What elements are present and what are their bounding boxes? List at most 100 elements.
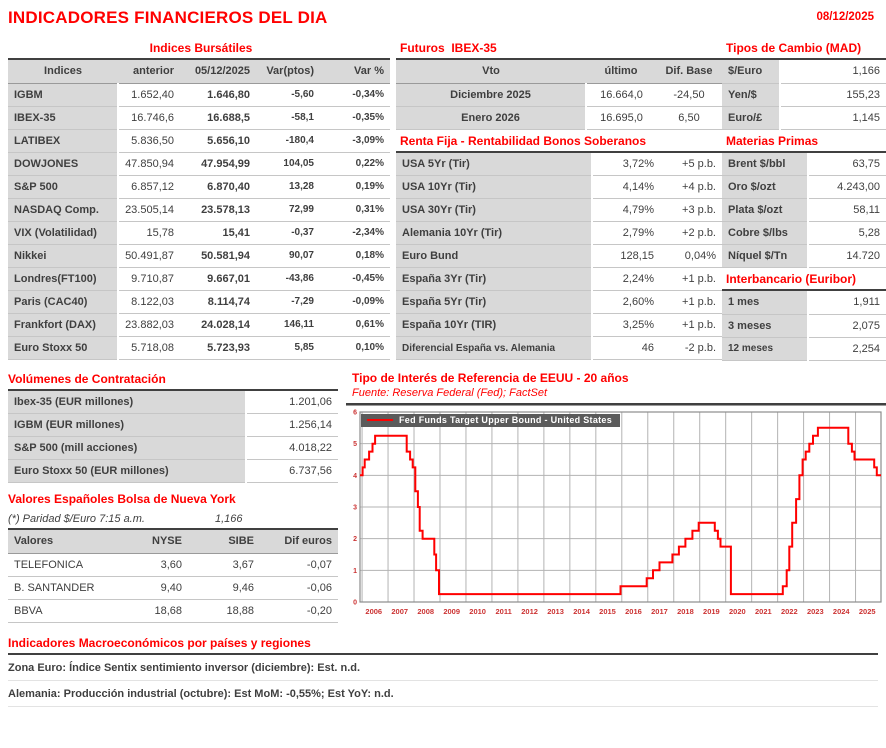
volumenes-section-title: Volúmenes de Contratación <box>8 371 338 391</box>
table-cell: 1,145 <box>780 106 886 130</box>
indices-table: Indices anterior 05/12/2025 Var(ptos) Va… <box>8 60 390 360</box>
table-row: Euro Stoxx 50 5.718,08 5.723,93 5,85 0,10% <box>8 336 390 360</box>
svg-text:2025: 2025 <box>859 607 876 616</box>
svg-text:2009: 2009 <box>443 607 460 616</box>
svg-text:1: 1 <box>353 567 357 574</box>
svg-text:2019: 2019 <box>703 607 720 616</box>
table-cell: Enero 2026 <box>396 106 587 130</box>
report-page: INDICADORES FINANCIEROS DEL DIA 08/12/20… <box>8 8 886 707</box>
svg-text:2012: 2012 <box>521 607 538 616</box>
column-header: 05/12/2025 <box>180 60 256 84</box>
materias-primas-section-title: Materias Primas <box>722 133 886 153</box>
indices-section-title: Indices Bursátiles <box>8 40 390 60</box>
table-cell: 6,50 <box>656 106 722 130</box>
right-column: Tipos de Cambio (MAD) $/Euro 1,166 Yen/$ 15… <box>722 40 886 361</box>
table-cell: 1.201,06 <box>246 390 338 414</box>
table-cell: 0,61% <box>320 313 390 337</box>
table-cell: 5.656,10 <box>180 129 256 153</box>
table-cell: 0,22% <box>320 152 390 176</box>
svg-text:5: 5 <box>353 441 357 448</box>
table-row: Londres(FT100) 9.710,87 9.667,01 -43,86 -0,4… <box>8 267 390 291</box>
table-cell: DOWJONES <box>8 152 119 176</box>
table-cell: IGBM <box>8 83 119 107</box>
table-cell: IGBM (EUR millones) <box>8 413 247 437</box>
table-cell: -3,09% <box>320 129 390 153</box>
table-row: Diciembre 2025 16.664,0 -24,50 <box>396 83 722 107</box>
svg-text:2007: 2007 <box>391 607 408 616</box>
svg-text:0: 0 <box>353 599 357 606</box>
materias-primas-table: Brent $/bbl 63,75 Oro $/ozt 4.243,00 Plata $… <box>722 152 886 268</box>
table-cell: 4,79% <box>592 198 660 222</box>
table-cell: -0,06 <box>260 576 338 600</box>
svg-text:2010: 2010 <box>469 607 486 616</box>
table-cell: 3,25% <box>592 313 660 337</box>
table-cell: TELEFONICA <box>8 553 116 577</box>
table-cell: 6.857,12 <box>118 175 180 199</box>
table-cell: Yen/$ <box>722 83 781 107</box>
top-row: Indices Bursátiles Indices anterior 05/1… <box>8 40 886 361</box>
table-row: España 5Yr (Tir) 2,60% +1 p.b. <box>396 290 722 314</box>
table-cell: 3 meses <box>722 314 809 338</box>
table-row: Euro/£ 1,145 <box>722 106 886 130</box>
volumenes-table: Ibex-35 (EUR millones) 1.201,06 IGBM (EUR … <box>8 390 338 483</box>
table-cell: 1,911 <box>808 291 886 315</box>
table-cell: 2,79% <box>592 221 660 245</box>
table-row: IGBM 1.652,40 1.646,80 -5,60 -0,34% <box>8 83 390 107</box>
svg-text:2015: 2015 <box>599 607 616 616</box>
fed-funds-chart: 0 1 2 3 4 5 6 2006 2007 2008 2009 2010 2011 2012 2013 2… <box>353 409 882 616</box>
table-cell: USA 10Yr (Tir) <box>396 175 593 199</box>
table-cell: 3,72% <box>592 152 660 176</box>
svg-text:2: 2 <box>353 536 357 543</box>
table-header-row: Indices anterior 05/12/2025 Var(ptos) Va… <box>8 60 390 84</box>
table-cell: 2,075 <box>808 314 886 338</box>
table-cell: 4.018,22 <box>246 436 338 460</box>
table-cell: -43,86 <box>256 267 320 291</box>
table-cell: 23.505,14 <box>118 198 180 222</box>
table-row: 3 meses 2,075 <box>722 314 886 338</box>
table-cell: 13,28 <box>256 175 320 199</box>
table-cell: -58,1 <box>256 106 320 130</box>
table-cell: Cobre $/lbs <box>722 221 809 245</box>
table-cell: 0,18% <box>320 244 390 268</box>
paridad-note: (*) Paridad $/Euro 7:15 a.m. 1,166 <box>8 509 338 530</box>
svg-text:2016: 2016 <box>625 607 642 616</box>
table-row: España 10Yr (TIR) 3,25% +1 p.b. <box>396 313 722 337</box>
table-row: 12 meses 2,254 <box>722 337 886 361</box>
table-cell: USA 30Yr (Tir) <box>396 198 593 222</box>
table-cell: 3,60 <box>116 553 188 577</box>
table-cell: Euro Stoxx 50 (EUR millones) <box>8 459 247 483</box>
report-date: 08/12/2025 <box>816 11 874 23</box>
table-cell: BBVA <box>8 599 116 623</box>
table-cell: 4.243,00 <box>808 175 886 199</box>
table-row: TELEFONICA 3,60 3,67 -0,07 <box>8 553 338 577</box>
table-cell: 6.870,40 <box>180 175 256 199</box>
table-cell: NASDAQ Comp. <box>8 198 119 222</box>
table-cell: Oro $/ozt <box>722 175 809 199</box>
paridad-note-value: 1,166 <box>214 512 243 525</box>
table-cell: 104,05 <box>256 152 320 176</box>
table-cell: 16.664,0 <box>586 83 656 107</box>
table-cell: Euro/£ <box>722 106 781 130</box>
table-cell: 47.954,99 <box>180 152 256 176</box>
table-cell: Paris (CAC40) <box>8 290 119 314</box>
table-row: B. SANTANDER 9,40 9,46 -0,06 <box>8 576 338 600</box>
macro-section: Indicadores Macroeconómicos por países y… <box>8 635 878 707</box>
table-row: Cobre $/lbs 5,28 <box>722 221 886 245</box>
table-cell: 1,166 <box>780 60 886 84</box>
table-cell: LATIBEX <box>8 129 119 153</box>
table-row: $/Euro 1,166 <box>722 60 886 84</box>
table-cell: 2,24% <box>592 267 660 291</box>
table-cell: 1.256,14 <box>246 413 338 437</box>
table-row: Alemania 10Yr (Tir) 2,79% +2 p.b. <box>396 221 722 245</box>
table-cell: +4 p.b. <box>660 175 722 199</box>
table-cell: España 3Yr (Tir) <box>396 267 593 291</box>
chart-section: Tipo de Interés de Referencia de EEUU - … <box>346 371 886 623</box>
table-row: BBVA 18,68 18,88 -0,20 <box>8 599 338 623</box>
table-cell: 5,85 <box>256 336 320 360</box>
table-row: IGBM (EUR millones) 1.256,14 <box>8 413 338 437</box>
table-cell: -0,45% <box>320 267 390 291</box>
table-row: Paris (CAC40) 8.122,03 8.114,74 -7,29 -0,09% <box>8 290 390 314</box>
table-cell: 8.114,74 <box>180 290 256 314</box>
middle-column: Futuros IBEX-35 Vto último Dif. Base Dic… <box>396 40 722 361</box>
table-cell: -180,4 <box>256 129 320 153</box>
